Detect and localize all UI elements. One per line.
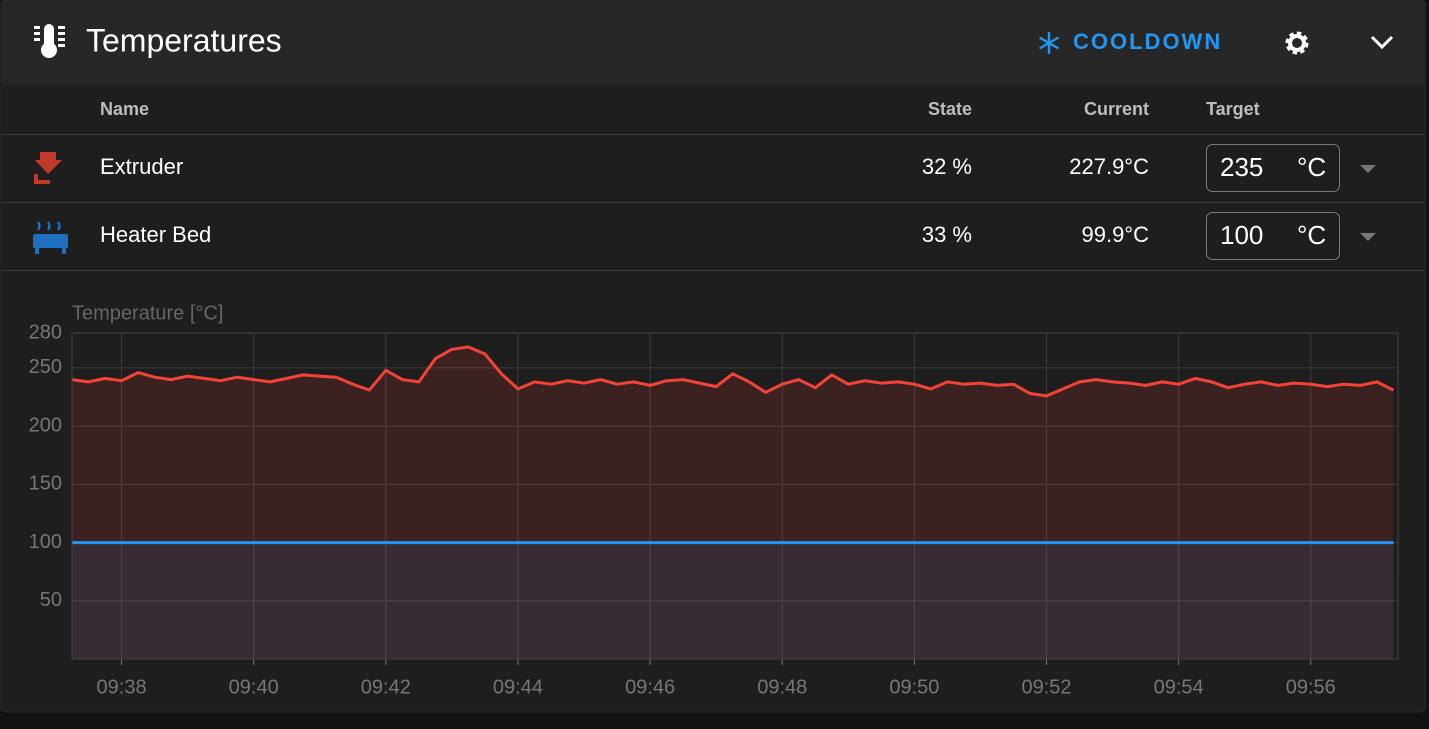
heater-state: 33 % <box>922 222 972 247</box>
series-line <box>71 345 1395 398</box>
y-tick-label: 280 <box>29 321 62 343</box>
thermometer-icon <box>34 24 65 58</box>
x-tick-label: 09:56 <box>1286 676 1336 698</box>
target-input[interactable] <box>1206 144 1340 192</box>
x-tick-label: 09:50 <box>889 676 939 698</box>
x-tick-label: 09:54 <box>1154 676 1204 698</box>
y-tick-label: 50 <box>40 589 62 611</box>
x-tick-label: 09:48 <box>757 676 807 698</box>
heater-current: 99.9°C <box>1081 222 1149 247</box>
x-tick-label: 09:52 <box>1021 676 1071 698</box>
column-header: Current <box>1084 99 1149 119</box>
title: Temperatures <box>86 22 282 58</box>
x-tick-label: 09:44 <box>493 676 543 698</box>
x-tick-label: 09:46 <box>625 676 675 698</box>
x-tick-label: 09:38 <box>97 676 147 698</box>
x-tick-label: 09:42 <box>361 676 411 698</box>
target-value[interactable]: 235 <box>1220 152 1263 182</box>
snowflake-icon <box>1038 32 1060 54</box>
target-input[interactable] <box>1206 212 1340 260</box>
target-dropdown[interactable] <box>1360 165 1376 173</box>
target-value[interactable]: 100 <box>1220 220 1263 250</box>
y-axis-title: Temperature [°C] <box>72 302 223 324</box>
heater-bed-icon <box>33 221 68 254</box>
header-bar <box>1 0 1425 85</box>
heater-name: Heater Bed <box>100 222 211 247</box>
heater-state: 32 % <box>922 154 972 179</box>
column-header: State <box>928 99 972 119</box>
heater-name: Extruder <box>100 154 183 179</box>
heater-current: 227.9°C <box>1069 154 1149 179</box>
target-unit: °C <box>1297 220 1326 250</box>
settings-button[interactable] <box>1285 31 1309 55</box>
column-header: Name <box>100 99 149 119</box>
card <box>0 0 1426 713</box>
column-header: Target <box>1206 99 1260 119</box>
target-unit: °C <box>1297 152 1326 182</box>
y-tick-label: 100 <box>29 531 62 553</box>
y-tick-label: 150 <box>29 473 62 495</box>
target-dropdown[interactable] <box>1360 233 1376 241</box>
series-area <box>72 347 1394 659</box>
collapse-button[interactable] <box>1370 35 1394 50</box>
y-tick-label: 200 <box>29 414 62 436</box>
cooldown-label[interactable]: COOLDOWN <box>1073 29 1222 54</box>
extruder-icon <box>34 152 62 184</box>
x-tick-label: 09:40 <box>229 676 279 698</box>
cooldown-button[interactable]: COOLDOWN <box>1038 29 1223 54</box>
y-tick-label: 250 <box>29 356 62 378</box>
plot-frame <box>71 332 1399 660</box>
series-area <box>72 542 1394 659</box>
